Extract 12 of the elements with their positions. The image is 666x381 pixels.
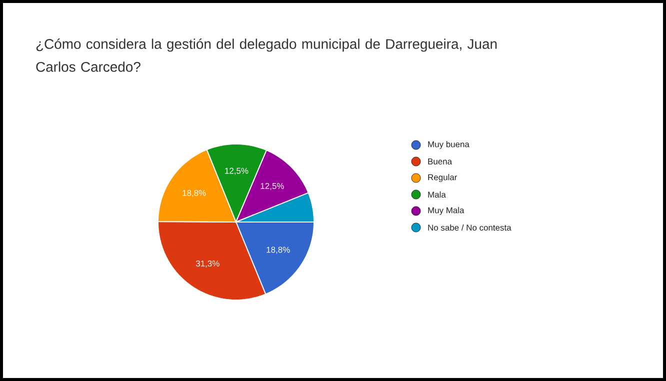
legend-label: Muy buena xyxy=(428,141,470,149)
chart-title: ¿Cómo considera la gestión del delegado municipal de Darregueira, Juan Carlos Carcedo? xyxy=(36,38,497,72)
data-label: 18,8% xyxy=(182,190,206,197)
legend-label: Muy Mala xyxy=(428,207,464,215)
legend-label: No sabe / No contesta xyxy=(428,224,512,231)
legend-label: Mala xyxy=(428,191,446,198)
data-label: 18,8% xyxy=(266,246,290,254)
legend-label: Regular xyxy=(428,174,458,182)
data-label: 12,5% xyxy=(225,168,248,175)
data-label: 31,3% xyxy=(196,260,220,268)
legend-label: Buena xyxy=(428,158,452,164)
data-label: 12,5% xyxy=(260,182,284,190)
